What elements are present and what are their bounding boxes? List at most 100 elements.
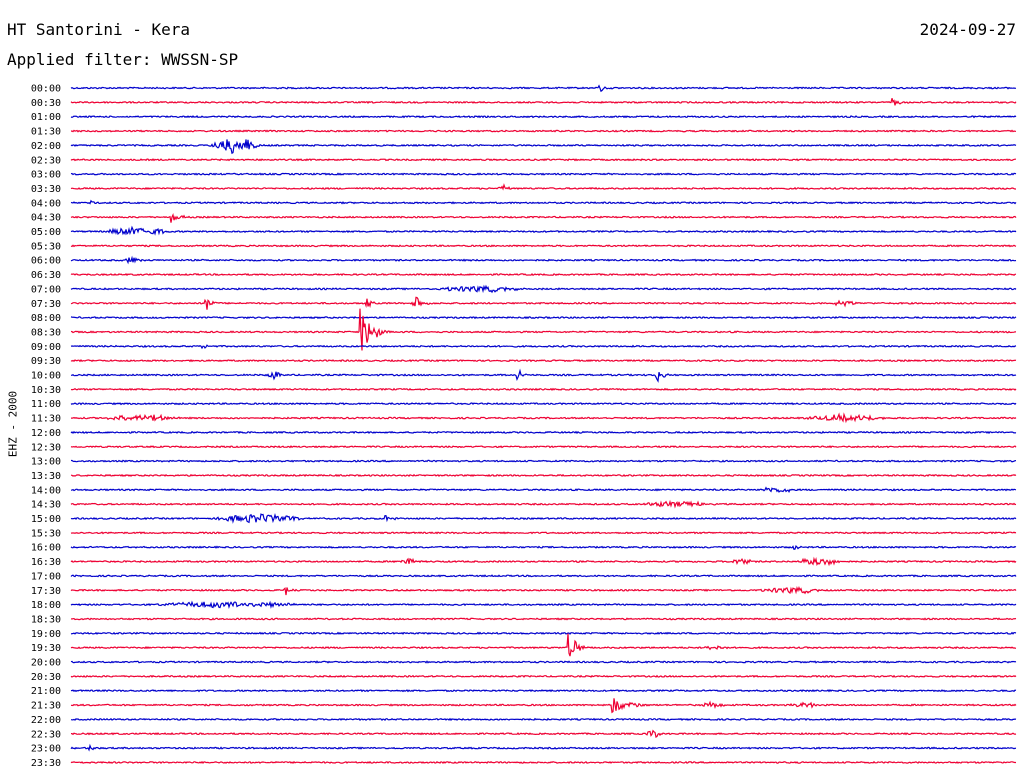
time-tick-label: 05:30 xyxy=(31,241,61,252)
trace-line xyxy=(70,430,1017,435)
time-tick-label: 17:30 xyxy=(31,586,61,597)
trace-line xyxy=(70,284,1017,294)
time-tick-label: 20:00 xyxy=(31,658,61,669)
trace-line xyxy=(70,674,1017,678)
trace-line xyxy=(70,698,1017,714)
trace-line xyxy=(70,84,1017,93)
trace-line xyxy=(70,556,1017,567)
time-tick-label: 08:00 xyxy=(31,313,61,324)
trace-line xyxy=(70,129,1016,133)
time-tick-label: 23:00 xyxy=(31,744,61,755)
trace-line xyxy=(70,617,1017,621)
time-tick-label: 03:30 xyxy=(31,184,61,195)
trace-line xyxy=(71,412,1017,424)
trace-line xyxy=(70,172,1017,176)
trace-line xyxy=(70,315,1017,320)
trace-line xyxy=(70,743,1017,752)
time-tick-label: 23:30 xyxy=(31,758,61,769)
time-tick-label: 02:30 xyxy=(31,155,61,166)
time-tick-label: 18:30 xyxy=(31,614,61,625)
time-tick-label: 15:00 xyxy=(31,514,61,525)
time-tick-label: 18:00 xyxy=(31,600,61,611)
date-label: 2024-09-27 xyxy=(919,20,1016,39)
time-tick-label: 11:30 xyxy=(31,414,61,425)
trace-line xyxy=(70,631,1017,635)
trace-line xyxy=(70,98,1017,106)
trace-line xyxy=(70,486,1017,493)
trace-line xyxy=(70,387,1017,391)
trace-line xyxy=(70,586,1017,596)
time-tick-label: 04:30 xyxy=(31,213,61,224)
trace-line xyxy=(70,402,1017,406)
time-tick-label: 01:30 xyxy=(31,127,61,138)
time-tick-label: 14:00 xyxy=(31,485,61,496)
trace-line xyxy=(70,296,1017,310)
trace-line xyxy=(70,139,1017,155)
time-tick-label: 17:00 xyxy=(31,571,61,582)
time-tick-label: 16:30 xyxy=(31,557,61,568)
trace-line xyxy=(70,212,1017,223)
trace-line xyxy=(70,225,1017,236)
time-tick-label: 06:30 xyxy=(31,270,61,281)
time-tick-label: 00:00 xyxy=(31,84,61,95)
time-tick-label: 21:00 xyxy=(31,686,61,697)
time-tick-label: 03:00 xyxy=(31,170,61,181)
time-tick-label: 16:00 xyxy=(31,543,61,554)
time-tick-label: 12:30 xyxy=(31,442,61,453)
time-tick-label: 10:00 xyxy=(31,371,61,382)
trace-line xyxy=(71,729,1017,738)
trace-line xyxy=(70,545,1017,550)
time-tick-label: 15:30 xyxy=(31,528,61,539)
trace-line xyxy=(70,158,1016,162)
trace-line xyxy=(70,473,1017,478)
trace-line xyxy=(70,308,1017,351)
time-tick-label: 09:00 xyxy=(31,342,61,353)
trace-line xyxy=(70,499,1017,509)
trace-line xyxy=(70,717,1017,722)
time-tick-label: 07:00 xyxy=(31,284,61,295)
trace-line xyxy=(70,344,1017,350)
trace-line xyxy=(70,199,1017,205)
trace-line xyxy=(70,633,1017,657)
time-tick-label: 22:30 xyxy=(31,729,61,740)
time-tick-label: 07:30 xyxy=(31,299,61,310)
time-tick-label: 13:30 xyxy=(31,471,61,482)
trace-line xyxy=(70,574,1017,578)
time-tick-label: 01:00 xyxy=(31,112,61,123)
trace-line xyxy=(70,183,1016,191)
time-tick-label: 12:00 xyxy=(31,428,61,439)
trace-line xyxy=(70,689,1017,693)
time-tick-label: 10:30 xyxy=(31,385,61,396)
time-tick-label: 09:30 xyxy=(31,356,61,367)
time-tick-label: 00:30 xyxy=(31,98,61,109)
trace-line xyxy=(70,244,1017,248)
time-tick-label: 04:00 xyxy=(31,198,61,209)
time-tick-label: 13:00 xyxy=(31,457,61,468)
trace-line xyxy=(71,459,1017,463)
time-tick-label: 20:30 xyxy=(31,672,61,683)
trace-line xyxy=(70,531,1017,535)
time-tick-label: 21:30 xyxy=(31,701,61,712)
time-tick-label: 06:00 xyxy=(31,256,61,267)
trace-line xyxy=(70,115,1017,119)
time-tick-label: 22:00 xyxy=(31,715,61,726)
trace-line xyxy=(70,445,1017,449)
trace-line xyxy=(70,359,1017,363)
filter-label: Applied filter: WWSSN-SP xyxy=(7,50,239,69)
trace-line xyxy=(70,760,1016,765)
trace-line xyxy=(70,600,1017,610)
trace-line xyxy=(70,513,1017,524)
time-tick-label: 19:30 xyxy=(31,643,61,654)
time-tick-label: 05:00 xyxy=(31,227,61,238)
trace-line xyxy=(70,368,1017,383)
trace-line xyxy=(70,272,1017,277)
time-tick-label: 08:30 xyxy=(31,327,61,338)
station-title: HT Santorini - Kera xyxy=(7,20,191,39)
time-tick-label: 14:30 xyxy=(31,500,61,511)
time-tick-label: 11:00 xyxy=(31,399,61,410)
time-tick-label: 02:00 xyxy=(31,141,61,152)
trace-line xyxy=(70,255,1017,265)
time-tick-label: 19:00 xyxy=(31,629,61,640)
